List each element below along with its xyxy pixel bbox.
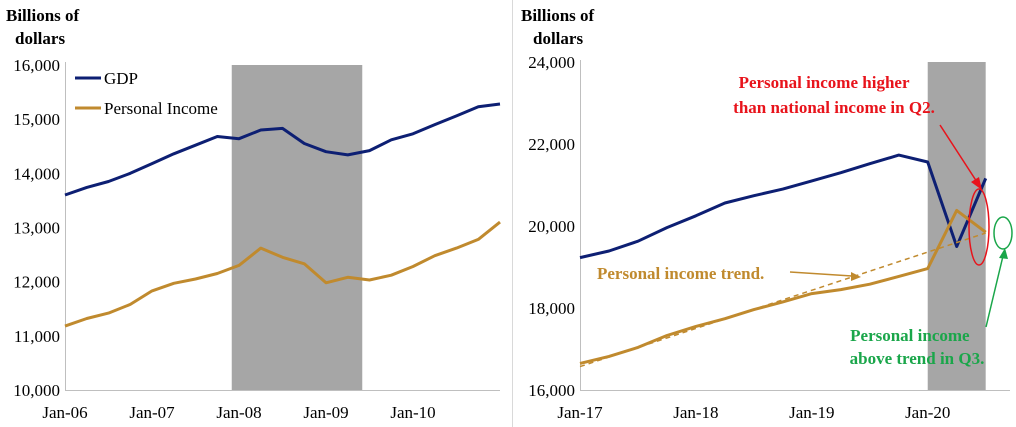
y-tick-label: 10,000 [13,381,60,400]
gdp-line [579,153,988,260]
annotation-trend-arrowhead [851,272,861,281]
recession-shading [231,65,363,390]
annotation-q2-line1: Personal income higher [739,73,910,92]
annotation-q2-arrowhead [971,177,982,190]
y-axis-label-line2: dollars [533,29,583,48]
personal-income-line [579,208,987,365]
x-tick-label: Jan-08 [216,403,261,422]
y-tick-label: 11,000 [14,327,60,346]
annotation-q3: Personal income above trend in Q3. [850,326,985,368]
x-tick-label: Jan-17 [557,403,603,422]
annotation-q2-circle [968,188,990,266]
annotation-q3-line2: above trend in Q3. [850,349,985,368]
y-tick-label: 20,000 [528,217,575,236]
trend-line [579,232,986,368]
y-tick-label: 16,000 [13,56,60,75]
annotation-q2: Personal income higher than national inc… [733,73,935,117]
legend-label-personal-income: Personal Income [104,99,218,118]
x-tick-label: Jan-06 [42,403,87,422]
x-tick-label: Jan-20 [905,403,950,422]
y-tick-label: 12,000 [13,273,60,292]
annotation-q3-circle [993,216,1013,250]
x-tick-label: Jan-18 [673,403,718,422]
annotation-trend-arrow [789,271,853,277]
legend-label-gdp: GDP [104,69,138,88]
y-axis-label: Billions of [6,6,80,25]
annotation-trend: Personal income trend. [597,264,764,283]
annotation-q3-arrowhead [999,248,1008,259]
annotation-q2-line2: than national income in Q2. [733,98,935,117]
y-tick-label: 13,000 [13,219,60,238]
annotation-q3-arrow [985,255,1004,328]
y-tick-label: 14,000 [13,164,60,183]
y-tick-label: 16,000 [528,381,575,400]
y-tick-label: 18,000 [528,299,575,318]
y-axis-label-line2: dollars [15,29,65,48]
personal-income-line [64,220,501,328]
y-tick-label: 15,000 [13,110,60,129]
gdp-line [64,102,501,197]
right-chart: Billions of dollars 24,000 22,000 20,000 18… [521,6,1013,422]
x-tick-label: Jan-09 [303,403,348,422]
y-tick-label: 22,000 [528,135,575,154]
y-tick-label: 24,000 [528,53,575,72]
x-tick-label: Jan-07 [129,403,175,422]
x-tick-label: Jan-19 [789,403,834,422]
y-axis-label: Billions of [521,6,595,25]
annotation-q3-line1: Personal income [850,326,970,345]
x-tick-label: Jan-10 [390,403,435,422]
legend: GDP Personal Income [75,69,218,118]
annotation-q2-arrow [939,124,978,183]
left-chart: Billions of dollars 16,000 15,000 14,000 13… [6,6,501,422]
